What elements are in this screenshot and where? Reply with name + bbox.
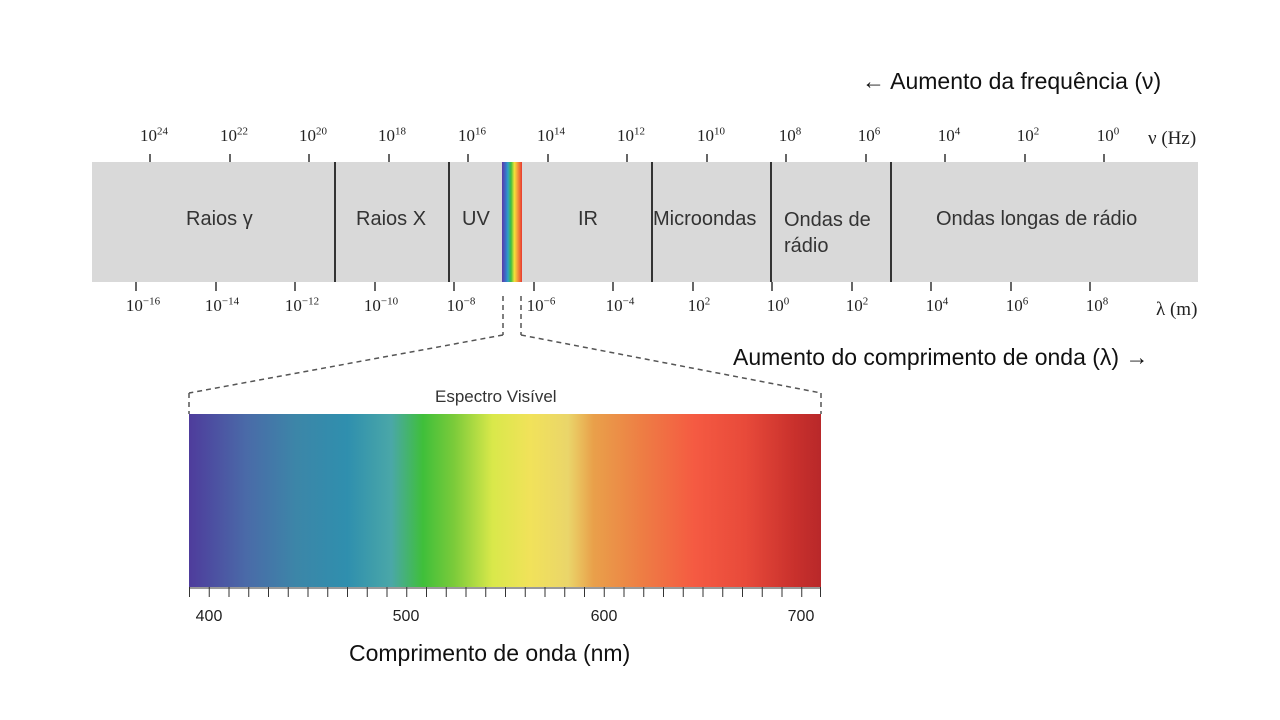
wavelength-tick-label: 108 xyxy=(1085,295,1109,315)
freq-tick-label: 1010 xyxy=(697,125,725,145)
nm-tick-label: 500 xyxy=(392,608,420,625)
freq-tick-label: 108 xyxy=(778,125,802,145)
wavelength-tick-label: 10−14 xyxy=(204,295,240,315)
freq-tick-label: 104 xyxy=(937,125,961,145)
wavelength-tick-label: 10−16 xyxy=(125,295,161,315)
visible-spectrum-gradient xyxy=(189,414,821,587)
wavelength-tick-label: 106 xyxy=(1005,295,1029,315)
visible-spectrum-title: Espectro Visível xyxy=(435,387,557,406)
freq-tick-label: 1022 xyxy=(220,125,248,145)
wavelength-tick-label: 102 xyxy=(845,295,869,315)
wavelength-tick-label: 10−12 xyxy=(284,295,320,315)
nm-axis-caption: Comprimento de onda (nm) xyxy=(349,640,631,666)
freq-tick-label: 1024 xyxy=(140,125,168,145)
freq-tick-label: 100 xyxy=(1096,125,1120,145)
nm-tick-label: 600 xyxy=(590,608,618,625)
freq-tick-label: 1012 xyxy=(617,125,645,145)
wavelength-tick-label: 10−6 xyxy=(526,295,556,315)
wavelength-increase-caption: Aumento do comprimento de onda (λ) → xyxy=(733,344,1149,370)
nm-tick-label: 400 xyxy=(195,608,223,625)
band-label-microwave: Microondas xyxy=(653,208,757,230)
freq-tick-label: 102 xyxy=(1016,125,1040,145)
band-label-long-radio: Ondas longas de rádio xyxy=(936,208,1138,230)
wavelength-tick-label: 100 xyxy=(766,295,790,315)
band-label-radio: Ondas de rádio xyxy=(784,209,871,257)
band-label-ir: IR xyxy=(578,208,598,230)
freq-tick-label: 106 xyxy=(857,125,881,145)
frequency-unit-label: ν (Hz) xyxy=(1148,128,1197,149)
visible-spectrum-ruler xyxy=(189,587,821,597)
freq-tick-label: 1014 xyxy=(537,125,565,145)
wavelength-tick-label: 10−4 xyxy=(605,295,635,315)
band-label-gamma: Raios γ xyxy=(186,208,253,230)
visible-band-strip xyxy=(502,162,522,282)
nm-tick-label: 700 xyxy=(787,608,815,625)
wavelength-tick-label: 104 xyxy=(925,295,949,315)
band-label-uv: UV xyxy=(462,208,490,230)
band-label-xray: Raios X xyxy=(356,208,427,230)
wavelength-unit-label: λ (m) xyxy=(1156,299,1198,320)
freq-tick-label: 1016 xyxy=(458,125,486,145)
freq-tick-label: 1018 xyxy=(378,125,406,145)
wavelength-tick-label: 10−8 xyxy=(446,295,476,315)
wavelength-tick-label: 102 xyxy=(687,295,711,315)
freq-tick-label: 1020 xyxy=(299,125,327,145)
wavelength-tick-label: 10−10 xyxy=(363,295,399,315)
frequency-increase-caption: ← Aumento da frequência (ν) xyxy=(862,68,1162,94)
spectrum-bar xyxy=(92,162,1198,282)
